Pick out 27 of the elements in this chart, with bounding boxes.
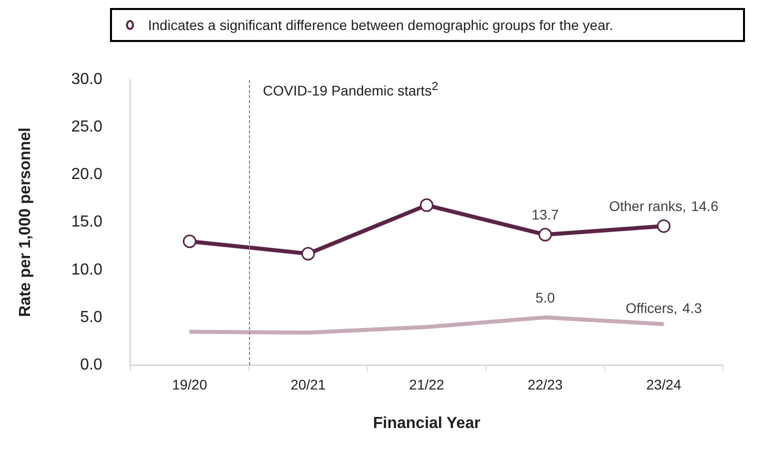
point (301, 246, 315, 260)
series-label: Officers, (626, 300, 678, 316)
x-tick-label: 20/21 (290, 376, 326, 392)
data-label: 5.0 (535, 289, 556, 306)
x-tick-label: 22/23 (528, 376, 563, 392)
y-tick-label: 30.0 (71, 71, 102, 88)
y-tick-label: 15.0 (71, 214, 102, 231)
point (656, 219, 670, 233)
x-tick-label: 21/22 (409, 376, 444, 392)
text: Indicates a significant difference between demographic groups for the year. (148, 17, 614, 33)
series-label: Other ranks, (609, 198, 686, 214)
x-tick-label: 19/20 (172, 376, 208, 392)
point (538, 228, 552, 242)
y-tick-label: 25.0 (71, 118, 102, 136)
y-tick-label: 0.0 (80, 356, 102, 374)
annotation: COVID-19 Pandemic starts$^{2}$ (262, 80, 438, 98)
data-label: 4.3 (682, 300, 702, 316)
data-label: 13.7 (532, 206, 560, 223)
y-tick-label: 5.0 (80, 308, 102, 326)
point (182, 234, 196, 248)
point (420, 198, 434, 212)
x-tick-label: 23/24 (646, 376, 682, 392)
x-axis-title: Financial Year (373, 414, 480, 432)
y-tick-label: 10.0 (71, 261, 102, 278)
data-label: 14.6 (691, 198, 719, 214)
y-axis-title: Rate per 1,000 personnel (17, 128, 34, 318)
y-tick-label: 20.0 (71, 166, 102, 184)
